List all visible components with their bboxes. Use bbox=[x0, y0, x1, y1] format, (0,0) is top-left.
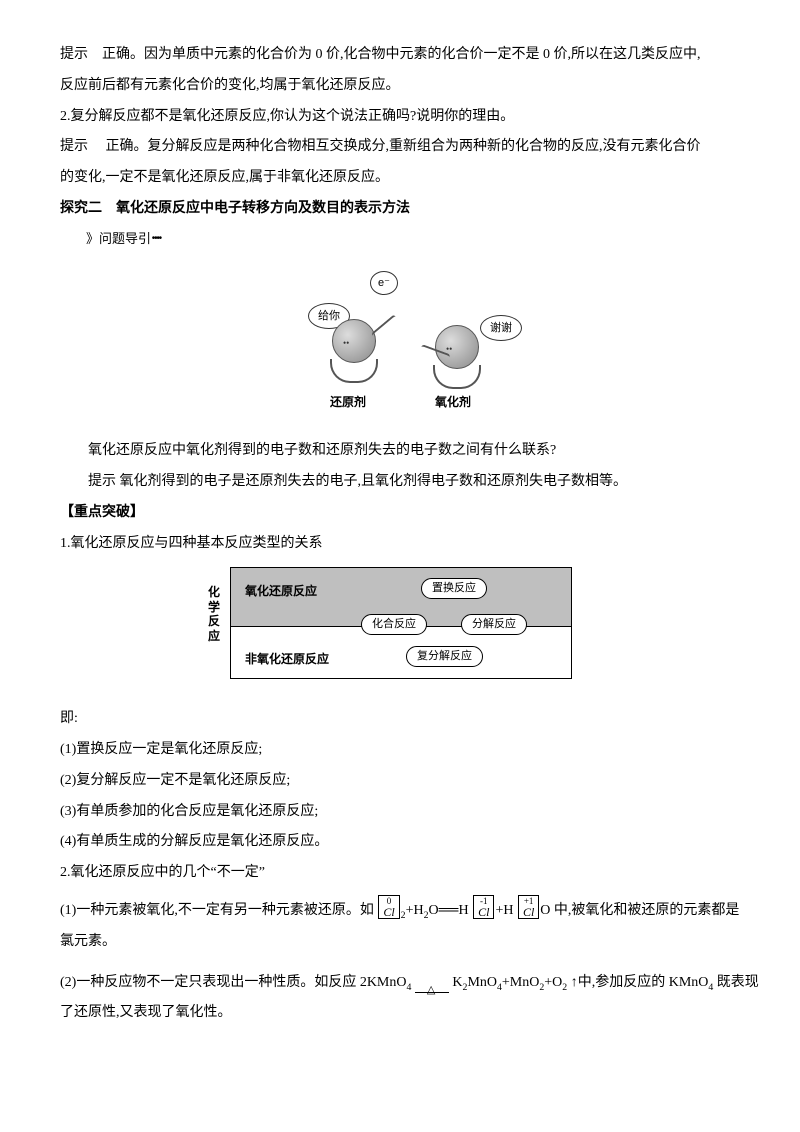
key-breakthrough-title: 【重点突破】 bbox=[60, 498, 740, 529]
speech-bubble-thanks: 谢谢 bbox=[480, 315, 522, 341]
arm-icon bbox=[371, 315, 399, 340]
hint-p2-line2: 的变化,一定不是氧化还原反应,属于非氧化还原反应。 bbox=[60, 163, 740, 194]
ox-bot: Cl bbox=[478, 906, 489, 918]
s2-1-pre: (1)一种元素被氧化,不一定有另一种元素被还原。如 bbox=[60, 903, 374, 918]
delta-icon: △ bbox=[427, 978, 435, 1002]
leadin-dots-icon bbox=[151, 231, 160, 246]
s2-title: 2.氧化还原反应中的几个“不一定” bbox=[60, 858, 740, 889]
eq-frag: +H bbox=[495, 903, 513, 918]
s1-item-4: (4)有单质生成的分解反应是氧化还原反应。 bbox=[60, 827, 740, 858]
s1-item-2: (2)复分解反应一定不是氧化还原反应; bbox=[60, 766, 740, 797]
pill-metathesis: 复分解反应 bbox=[406, 646, 483, 667]
hint-p1-line1: 提示 正确。因为单质中元素的化合价为 0 价,化合物中元素的化合价一定不是 0 … bbox=[60, 40, 740, 71]
eq-frag: O bbox=[429, 903, 439, 918]
s2-item-1: (1)一种元素被氧化,不一定有另一种元素被还原。如 0 Cl 2+H2O══H … bbox=[60, 895, 740, 927]
oxidizer-label: 氧化剂 bbox=[435, 389, 471, 415]
oxidation-box-cl2: 0 Cl bbox=[378, 895, 399, 919]
speech-bubble-electron: e⁻ bbox=[370, 271, 398, 295]
relation-box: 氧化还原反应 非氧化还原反应 置换反应 化合反应 分解反应 复分解反应 bbox=[230, 567, 572, 679]
s1-title: 1.氧化还原反应与四种基本反应类型的关系 bbox=[60, 529, 740, 560]
row-label-nonredox: 非氧化还原反应 bbox=[245, 646, 329, 672]
relation-side-label: 化学反应 bbox=[206, 585, 222, 643]
s2-1-tail: 氯元素。 bbox=[60, 927, 740, 958]
s1-item-3: (3)有单质参加的化合反应是氧化还原反应; bbox=[60, 797, 740, 828]
eq-frag: O bbox=[540, 903, 550, 918]
eq-equals: ══ bbox=[439, 903, 459, 918]
reducer-atom-icon: •• bbox=[332, 319, 376, 363]
pill-decomposition: 分解反应 bbox=[461, 614, 527, 635]
row-label-redox: 氧化还原反应 bbox=[245, 578, 317, 604]
relation-diagram-inner: 化学反应 氧化还原反应 非氧化还原反应 置换反应 化合反应 分解反应 复分解反应 bbox=[230, 567, 570, 677]
s2-2-post: ↑中,参加反应的 KMnO bbox=[571, 975, 709, 990]
oxidation-box-cl-plus1: +1 Cl bbox=[518, 895, 539, 919]
ox-bot: Cl bbox=[383, 906, 394, 918]
s2-item-2: (2)一种反应物不一定只表现出一种性质。如反应 2KMnO4 △ K2MnO4+… bbox=[60, 968, 740, 999]
hint-p2-line1: 提示 正确。复分解反应是两种化合物相互交换成分,重新组合为两种新的化合物的反应,… bbox=[60, 132, 740, 163]
cartoon-canvas: 给你 e⁻ 谢谢 •• •• 还原剂 氧化剂 bbox=[270, 263, 530, 413]
oxidation-box-cl-minus1: -1 Cl bbox=[473, 895, 494, 919]
s2-1-post: 中,被氧化和被还原的元素都是 bbox=[554, 903, 740, 918]
face-icon: •• bbox=[343, 334, 349, 354]
oxidizer-atom-icon: •• bbox=[435, 325, 479, 369]
hint-after-cartoon: 提示 氧化剂得到的电子是还原剂失去的电子,且氧化剂得电子数和还原剂失电子数相等。 bbox=[60, 467, 740, 498]
cartoon-diagram: 给你 e⁻ 谢谢 •• •• 还原剂 氧化剂 bbox=[60, 263, 740, 426]
reducer-label: 还原剂 bbox=[330, 389, 366, 415]
ox-bot: Cl bbox=[523, 906, 534, 918]
question-2: 2.复分解反应都不是氧化还原反应,你认为这个说法正确吗?说明你的理由。 bbox=[60, 102, 740, 133]
s2-2-pre: (2)一种反应物不一定只表现出一种性质。如反应 2KMnO bbox=[60, 975, 407, 990]
s2-2-line2: 了还原性,又表现了氧化性。 bbox=[60, 998, 740, 1029]
page: 提示 正确。因为单质中元素的化合价为 0 价,化合物中元素的化合价一定不是 0 … bbox=[0, 0, 800, 1069]
s2-2-tail: 既表现 bbox=[717, 975, 759, 990]
eq-frag: +H bbox=[406, 903, 424, 918]
relation-diagram: 化学反应 氧化还原反应 非氧化还原反应 置换反应 化合反应 分解反应 复分解反应 bbox=[60, 567, 740, 690]
eq-frag: H bbox=[458, 903, 468, 918]
pill-combination: 化合反应 bbox=[361, 614, 427, 635]
section-title-tj2: 探究二 氧化还原反应中电子转移方向及数目的表示方法 bbox=[60, 194, 740, 225]
legs-icon bbox=[330, 359, 378, 383]
question-after-cartoon: 氧化还原反应中氧化剂得到的电子数和还原剂失去的电子数之间有什么联系? bbox=[60, 436, 740, 467]
s1-item-1: (1)置换反应一定是氧化还原反应; bbox=[60, 735, 740, 766]
hint-p1-line2: 反应前后都有元素化合价的变化,均属于氧化还原反应。 bbox=[60, 71, 740, 102]
legs-icon bbox=[433, 365, 481, 389]
leadin-text: 》问题导引 bbox=[86, 231, 151, 246]
pill-displacement: 置换反应 bbox=[421, 578, 487, 599]
leadin-label: 》问题导引 bbox=[60, 225, 740, 254]
ji-label: 即: bbox=[60, 704, 740, 735]
